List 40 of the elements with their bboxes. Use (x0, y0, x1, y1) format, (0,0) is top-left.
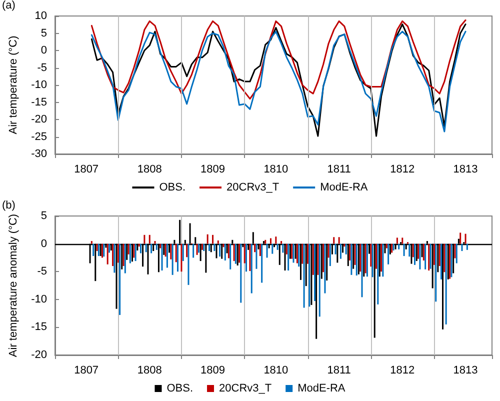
x-tick-label: 1813 (453, 164, 478, 176)
legend-label: ModE-RA (298, 382, 346, 394)
x-tick-label: 1807 (74, 164, 99, 176)
x-tick-label: 1812 (390, 164, 415, 176)
line-series (90, 19, 466, 100)
y-tick-label: -5 (37, 62, 47, 74)
text: (a) (2, 0, 16, 12)
text: (b) (2, 200, 16, 212)
x-tick-label: 1808 (137, 164, 162, 176)
y-tick-label: -15 (31, 96, 47, 108)
x-tick-label: 1809 (200, 364, 226, 376)
x-tick-label: 1808 (137, 364, 162, 376)
y-tick-label: -10 (31, 293, 47, 306)
legend-label: ModE-RA (320, 182, 368, 194)
legend-label: OBS. (166, 382, 194, 394)
y-tick-label: -20 (31, 349, 47, 361)
x-tick-label: 1811 (327, 364, 351, 376)
y-tick-label: 10 (34, 10, 47, 22)
y-tick-label: 0 (40, 238, 47, 250)
x-tick-label: 1810 (264, 164, 288, 176)
x-tick-label: 1812 (390, 364, 415, 376)
legend-label: 20CRv3_T (219, 382, 272, 394)
x-tick-label: 1813 (453, 364, 478, 376)
y-tick-label: -30 (31, 148, 47, 160)
legend-label: 20CRv3_T (226, 182, 280, 194)
x-tick-label: 1809 (200, 164, 226, 176)
legend-label: OBS. (159, 182, 186, 194)
y-tick-label: -15 (31, 321, 47, 334)
x-tick-label: 1811 (327, 164, 351, 176)
y-tick-label: 5 (40, 210, 47, 222)
y-tick-label: -20 (31, 114, 47, 126)
x-tick-label: 1807 (74, 364, 99, 376)
y-tick-label: -25 (31, 130, 47, 143)
y-axis-title: Air temperature (°C) (8, 36, 20, 134)
y-axis-title: Air temperature anomaly (°C) (8, 214, 20, 358)
y-tick-label: 5 (40, 27, 47, 40)
y-tick-label: -10 (31, 79, 47, 91)
x-tick-label: 1810 (264, 364, 288, 376)
y-tick-label: -5 (37, 266, 47, 278)
y-tick-label: 0 (40, 44, 47, 56)
